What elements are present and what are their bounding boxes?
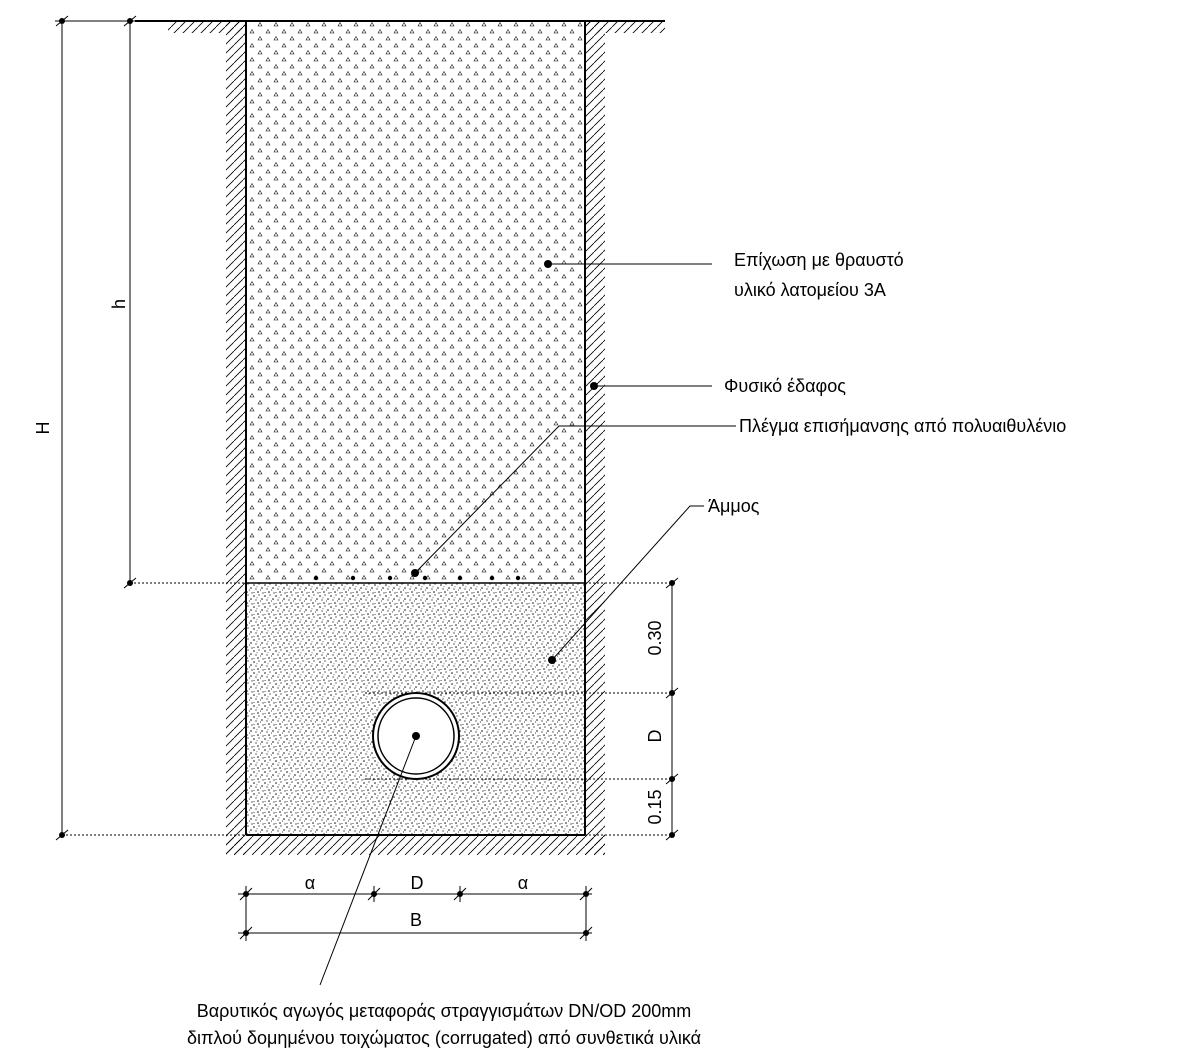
natural-soil-hatching [168,21,665,855]
dim-B-label: B [410,910,422,930]
natural-soil-label: Φυσικό έδαφος [724,376,846,396]
dim-alpha-left-label: α [305,873,315,893]
dimension-nodes [59,18,675,936]
sand-label: Άμμος [708,496,760,516]
pipe-label-line2: διπλού δομημένου τοιχώματος (corrugated)… [187,1028,701,1048]
leader-endpoints [411,260,598,664]
backfill-crushed-stone-zone [246,21,585,583]
backfill-label-line2: υλικό λατομείου 3Α [734,280,886,300]
dim-h-label: h [109,299,129,309]
backfill-label-line1: Επίχωση με θραυστό [734,250,904,270]
dim-pipe-D-vertical-label: D [645,730,665,743]
warning-mesh-label: Πλέγμα επισήμανσης από πολυαιθυλένιο [739,416,1066,436]
pipe-label-line1: Βαρυτικός αγωγός μεταφοράς στραγγισμάτων… [197,1001,692,1021]
dim-alpha-right-label: α [518,873,528,893]
dim-pipe-D-horizontal-label: D [411,873,424,893]
extension-lines [62,582,675,836]
dim-cover-label: 0.30 [645,620,665,655]
dim-H-label: H [33,422,53,435]
warning-mesh-markers [313,575,521,581]
leader-lines [319,263,736,986]
dim-bedding-label: 0.15 [645,789,665,824]
